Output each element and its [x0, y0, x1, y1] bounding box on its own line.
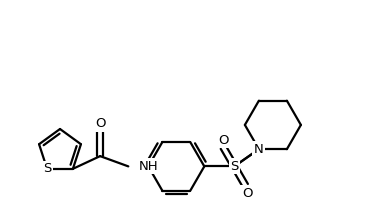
Text: NH: NH [138, 160, 158, 173]
Text: N: N [254, 143, 264, 156]
Text: O: O [218, 134, 228, 147]
Text: S: S [43, 162, 51, 175]
Text: O: O [242, 187, 253, 200]
Text: S: S [230, 160, 238, 173]
Text: N: N [254, 143, 264, 156]
Text: O: O [95, 117, 105, 130]
